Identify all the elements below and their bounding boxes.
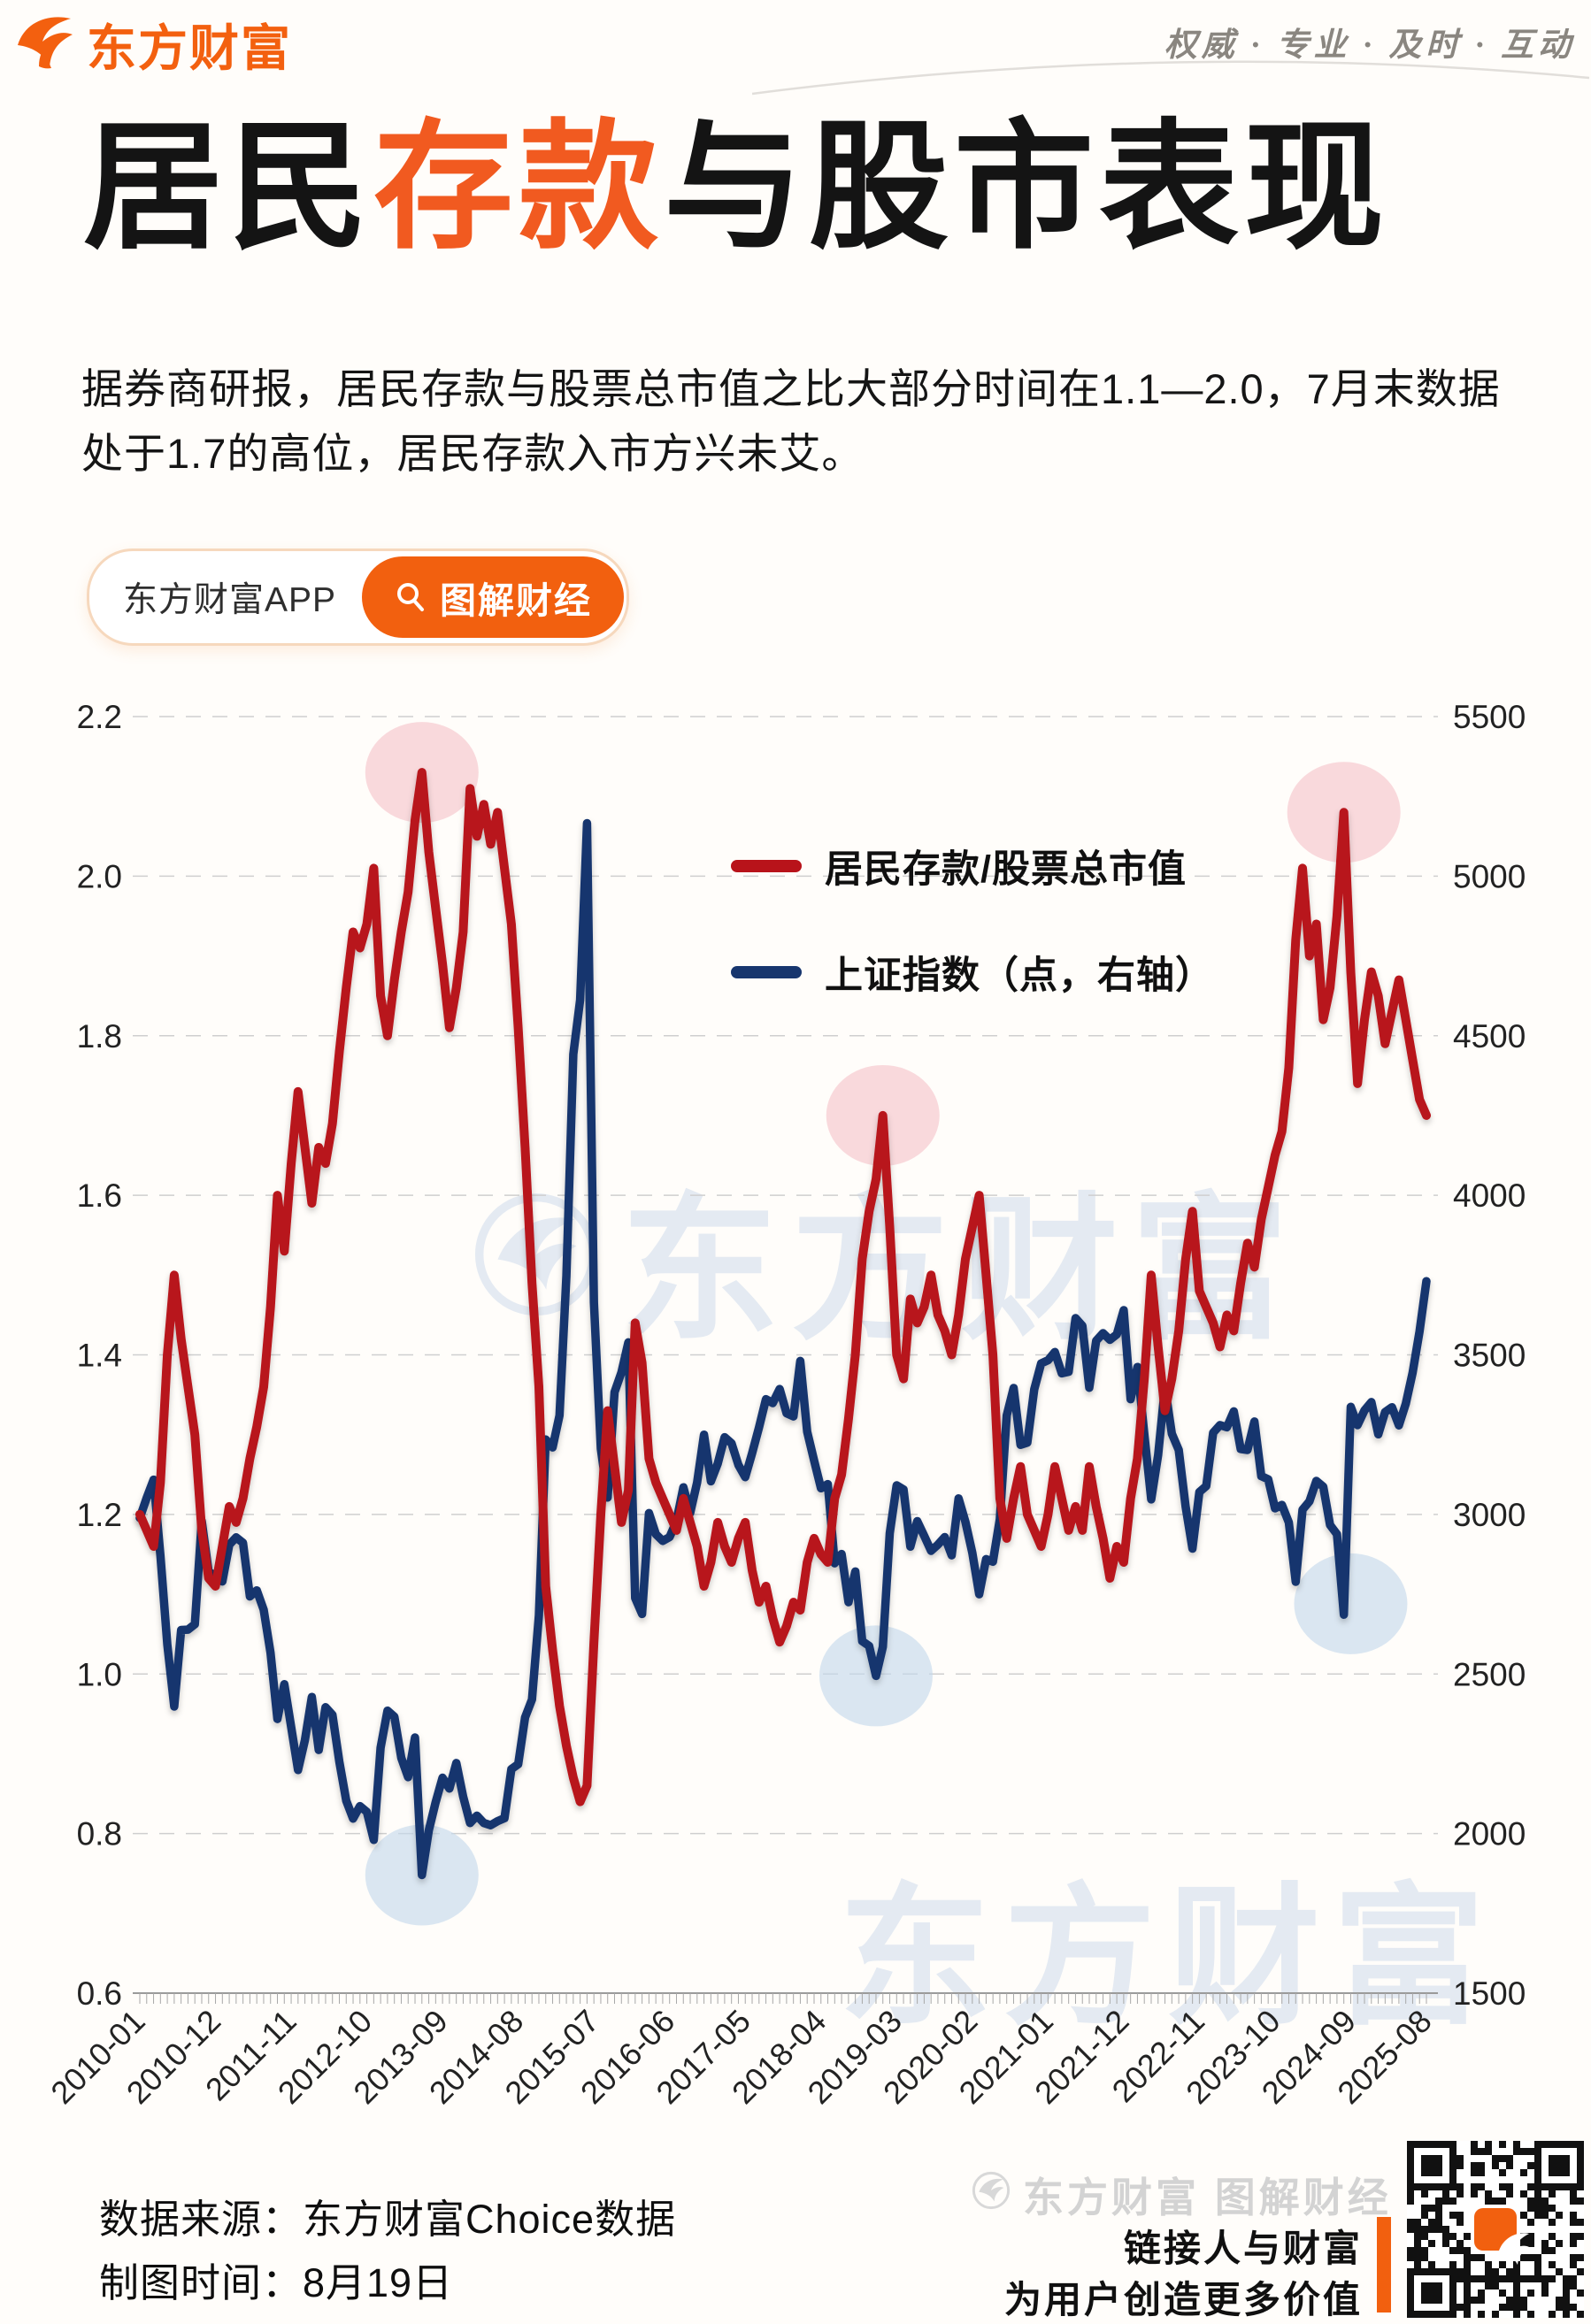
data-source-line: 数据来源：东方财富Choice数据 xyxy=(99,2197,677,2242)
bottom-watermark: 东方财富 图解财经 xyxy=(972,2166,1392,2224)
svg-text:2.0: 2.0 xyxy=(77,858,122,894)
ratio-series-swatch xyxy=(731,860,802,872)
index-series-label: 上证指数（点，右轴） xyxy=(825,955,1214,997)
subtitle-paragraph: 据券商研报，居民存款与股票总市值之比大部分时间在1.1—2.0，7月末数据处于1… xyxy=(81,365,1501,477)
svg-text:1.0: 1.0 xyxy=(77,1656,122,1692)
svg-text:4500: 4500 xyxy=(1453,1018,1526,1055)
index-series-swatch xyxy=(731,966,802,978)
header-slogan: 权威 · 专业 · 及时 · 互动 xyxy=(1164,27,1575,64)
qr-code xyxy=(1407,2141,1584,2318)
svg-text:3000: 3000 xyxy=(1453,1497,1526,1533)
svg-text:5000: 5000 xyxy=(1453,858,1526,894)
svg-text:1.2: 1.2 xyxy=(77,1497,122,1533)
ratio-series-label: 居民存款/股票总市值 xyxy=(825,848,1187,891)
legend-item-ratio: 居民存款/股票总市值 xyxy=(731,839,1187,894)
search-button[interactable]: 图解财经 xyxy=(362,556,625,638)
gray-swoosh-icon xyxy=(972,2171,1011,2220)
svg-text:1.6: 1.6 xyxy=(77,1177,122,1214)
brand-logo: 东方财富 xyxy=(12,9,292,81)
svg-text:2.2: 2.2 xyxy=(77,699,122,735)
svg-text:0.8: 0.8 xyxy=(77,1816,122,1852)
svg-text:0.6: 0.6 xyxy=(77,1975,122,2012)
app-name-label: 东方财富APP xyxy=(123,581,337,619)
svg-text:1.8: 1.8 xyxy=(77,1018,122,1055)
svg-text:2000: 2000 xyxy=(1453,1816,1526,1852)
brand-logo-text: 东方财富 xyxy=(87,20,292,76)
lower-watermark-text: 东方财富 xyxy=(839,1873,1497,2043)
chart-date-line: 制图时间：8月19日 xyxy=(99,2260,454,2305)
app-promo-pill[interactable]: 东方财富APP 图解财经 xyxy=(87,548,630,646)
page-title: 居民存款与股市表现 xyxy=(83,110,1389,265)
search-button-label: 图解财经 xyxy=(440,580,593,621)
slogan-line-1: 链接人与财富 xyxy=(1123,2228,1363,2269)
svg-text:3500: 3500 xyxy=(1453,1338,1526,1374)
magnifier-icon xyxy=(394,580,427,614)
bottom-watermark-text: 东方财富 图解财经 xyxy=(1023,2174,1392,2220)
svg-text:4000: 4000 xyxy=(1453,1177,1526,1214)
orange-divider-bar xyxy=(1377,2217,1391,2312)
svg-text:5500: 5500 xyxy=(1453,699,1526,735)
legend-item-index: 上证指数（点，右轴） xyxy=(731,945,1214,1000)
svg-text:1.4: 1.4 xyxy=(77,1338,122,1374)
eastmoney-swoosh-icon xyxy=(12,10,78,80)
slogan-underline-swoosh xyxy=(752,60,1590,96)
svg-text:2500: 2500 xyxy=(1453,1656,1526,1692)
svg-text:1500: 1500 xyxy=(1453,1975,1526,2012)
title-highlight: 存款 xyxy=(373,110,664,265)
lower-watermark: 东方财富 xyxy=(839,1833,1497,2054)
slogan-line-2: 为用户创造更多价值 xyxy=(1003,2279,1363,2320)
